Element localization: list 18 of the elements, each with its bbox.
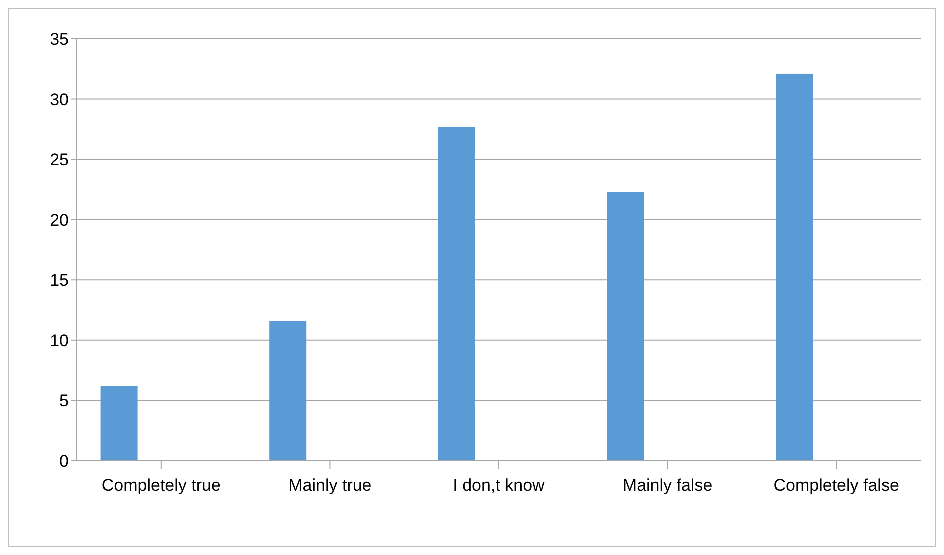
bar xyxy=(270,321,307,461)
y-tick-label: 5 xyxy=(60,392,69,411)
bar xyxy=(438,127,476,461)
x-tick-label: Mainly false xyxy=(622,476,713,496)
y-tick-label: 15 xyxy=(50,271,69,290)
y-tick-label: 10 xyxy=(50,331,69,350)
y-tick-label: 0 xyxy=(60,452,69,472)
bar xyxy=(100,386,138,461)
y-tick-label: 20 xyxy=(50,210,69,230)
bar xyxy=(607,192,644,461)
x-tick-label: Mainly true xyxy=(288,476,372,496)
x-tick-label: Completely true xyxy=(102,476,221,496)
y-tick-label: 30 xyxy=(50,90,69,110)
x-tick-label: I don,t know xyxy=(453,476,546,496)
bar xyxy=(776,74,813,461)
y-tick-label: 35 xyxy=(50,30,69,50)
x-tick-label: Completely false xyxy=(774,476,900,496)
y-tick-label: 25 xyxy=(50,150,69,170)
